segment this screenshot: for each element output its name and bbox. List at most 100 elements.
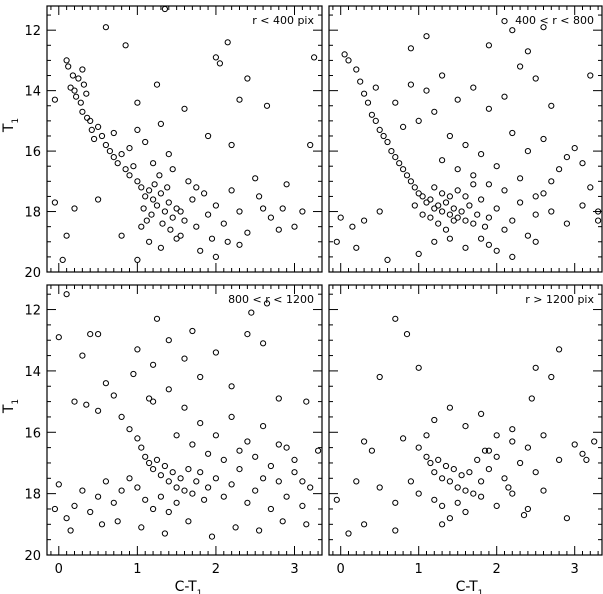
data-point	[548, 102, 555, 109]
data-point	[532, 211, 539, 218]
data-point	[520, 512, 528, 519]
data-point	[454, 499, 461, 506]
x-tick-label: 2	[493, 562, 501, 577]
data-point	[236, 208, 243, 215]
data-point	[106, 148, 114, 155]
data-point	[563, 220, 571, 227]
data-point	[150, 466, 157, 473]
data-point	[126, 426, 133, 433]
data-point	[79, 487, 86, 494]
data-point	[423, 453, 430, 460]
data-point	[165, 508, 172, 516]
data-point	[579, 202, 586, 209]
data-point	[102, 141, 110, 149]
data-point	[185, 178, 192, 185]
y-tick-label: 20	[24, 549, 41, 564]
data-point	[454, 214, 461, 221]
data-point	[181, 355, 188, 362]
data-point	[157, 472, 164, 479]
data-point	[439, 208, 446, 215]
data-point	[181, 217, 188, 224]
data-point	[403, 172, 411, 179]
data-point	[79, 352, 86, 359]
data-point	[275, 478, 282, 485]
data-point	[173, 432, 180, 439]
data-point	[540, 135, 547, 143]
data-point	[205, 450, 212, 457]
data-point	[439, 190, 446, 197]
data-point	[376, 208, 383, 215]
data-point	[524, 48, 532, 55]
data-point	[156, 172, 163, 179]
data-point	[442, 199, 450, 206]
data-point	[267, 505, 274, 513]
data-point	[446, 132, 453, 140]
data-point	[400, 435, 407, 442]
data-point	[134, 256, 141, 263]
data-point	[267, 462, 274, 470]
data-point	[372, 117, 379, 125]
data-point	[279, 205, 286, 212]
data-point	[524, 148, 532, 155]
data-point	[595, 217, 602, 224]
data-point	[134, 484, 141, 491]
data-point	[232, 524, 239, 531]
data-point	[189, 327, 196, 335]
data-point	[118, 487, 125, 494]
data-point	[353, 244, 360, 251]
data-point	[556, 166, 563, 173]
data-point	[67, 527, 74, 534]
data-point	[263, 102, 271, 109]
data-point	[337, 214, 344, 221]
data-point	[431, 184, 438, 191]
data-point	[587, 72, 594, 79]
data-point	[524, 232, 532, 239]
data-point	[307, 141, 314, 149]
data-point	[493, 205, 500, 212]
data-point	[138, 223, 145, 230]
data-point	[212, 202, 219, 209]
data-point	[212, 475, 219, 482]
data-point	[63, 57, 70, 64]
data-point	[427, 196, 434, 203]
data-point	[151, 181, 158, 188]
data-point	[80, 81, 88, 88]
data-point	[392, 527, 399, 534]
data-point	[299, 478, 306, 485]
data-point	[415, 364, 422, 371]
data-point	[110, 154, 117, 161]
data-point	[193, 478, 200, 485]
data-point	[157, 120, 164, 128]
data-point	[481, 447, 489, 454]
data-point	[248, 309, 255, 316]
data-point	[411, 202, 418, 209]
data-point	[415, 250, 422, 257]
x-axis-title: C-T1	[175, 579, 203, 594]
data-point	[165, 199, 172, 206]
data-point	[493, 432, 500, 439]
data-point	[283, 444, 290, 451]
data-point	[501, 93, 508, 100]
data-point	[349, 223, 356, 230]
data-point	[299, 502, 306, 509]
data-point	[142, 193, 149, 200]
data-point	[140, 205, 147, 212]
data-point	[130, 163, 137, 170]
data-point	[446, 235, 453, 242]
data-point	[333, 496, 340, 503]
data-point	[462, 193, 469, 200]
data-point	[478, 151, 485, 158]
data-point	[69, 72, 77, 79]
data-point	[493, 502, 500, 509]
data-point	[291, 223, 298, 230]
data-point	[193, 184, 200, 191]
data-point	[275, 226, 282, 233]
data-point	[407, 45, 414, 52]
data-point	[79, 66, 86, 73]
data-point	[146, 459, 153, 467]
data-point	[505, 484, 512, 491]
data-point	[205, 132, 212, 140]
data-point	[181, 487, 188, 494]
data-point	[485, 241, 492, 248]
data-point	[470, 220, 477, 227]
